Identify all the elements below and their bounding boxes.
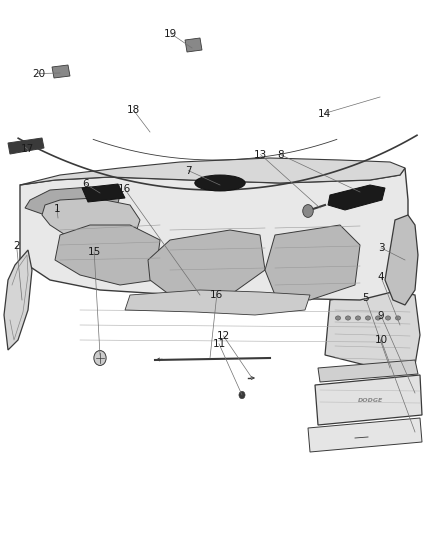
Text: 18: 18 — [127, 106, 140, 115]
Polygon shape — [4, 250, 32, 350]
Polygon shape — [385, 215, 418, 305]
Polygon shape — [308, 418, 422, 452]
Polygon shape — [328, 185, 385, 210]
Text: DODGE: DODGE — [357, 398, 383, 402]
Text: 12: 12 — [217, 331, 230, 341]
Text: 16: 16 — [118, 184, 131, 194]
Polygon shape — [185, 38, 202, 52]
Polygon shape — [325, 290, 420, 370]
Polygon shape — [42, 198, 140, 240]
Circle shape — [303, 205, 313, 217]
Ellipse shape — [365, 316, 371, 320]
Ellipse shape — [195, 175, 245, 191]
Polygon shape — [318, 360, 418, 382]
Text: 10: 10 — [374, 335, 388, 345]
Polygon shape — [20, 168, 408, 300]
Ellipse shape — [346, 316, 351, 320]
Text: 11: 11 — [212, 339, 226, 349]
Polygon shape — [20, 158, 405, 185]
Text: 2: 2 — [13, 241, 20, 251]
Polygon shape — [52, 65, 70, 78]
Text: 8: 8 — [277, 150, 284, 159]
Polygon shape — [55, 225, 160, 285]
Polygon shape — [25, 187, 120, 220]
Text: 5: 5 — [362, 294, 369, 303]
Text: 20: 20 — [32, 69, 45, 78]
Ellipse shape — [336, 316, 341, 320]
Ellipse shape — [396, 316, 401, 320]
Text: 3: 3 — [378, 243, 385, 253]
Text: 4: 4 — [378, 272, 385, 282]
Text: 15: 15 — [88, 247, 101, 257]
Text: 13: 13 — [254, 150, 267, 159]
Text: 9: 9 — [378, 311, 385, 320]
Text: 1: 1 — [53, 205, 60, 214]
Text: 16: 16 — [210, 290, 223, 300]
Polygon shape — [315, 375, 422, 425]
Circle shape — [94, 351, 106, 366]
Polygon shape — [82, 184, 125, 202]
Polygon shape — [8, 138, 44, 154]
Polygon shape — [265, 225, 360, 300]
Text: 14: 14 — [318, 109, 331, 118]
Text: 6: 6 — [82, 179, 89, 189]
Ellipse shape — [355, 316, 360, 320]
Ellipse shape — [385, 316, 391, 320]
Text: 7: 7 — [185, 166, 192, 175]
Text: 17: 17 — [21, 144, 34, 154]
Polygon shape — [148, 230, 265, 295]
Text: 19: 19 — [164, 29, 177, 38]
Ellipse shape — [375, 316, 381, 320]
Circle shape — [239, 391, 245, 399]
Polygon shape — [125, 290, 310, 315]
